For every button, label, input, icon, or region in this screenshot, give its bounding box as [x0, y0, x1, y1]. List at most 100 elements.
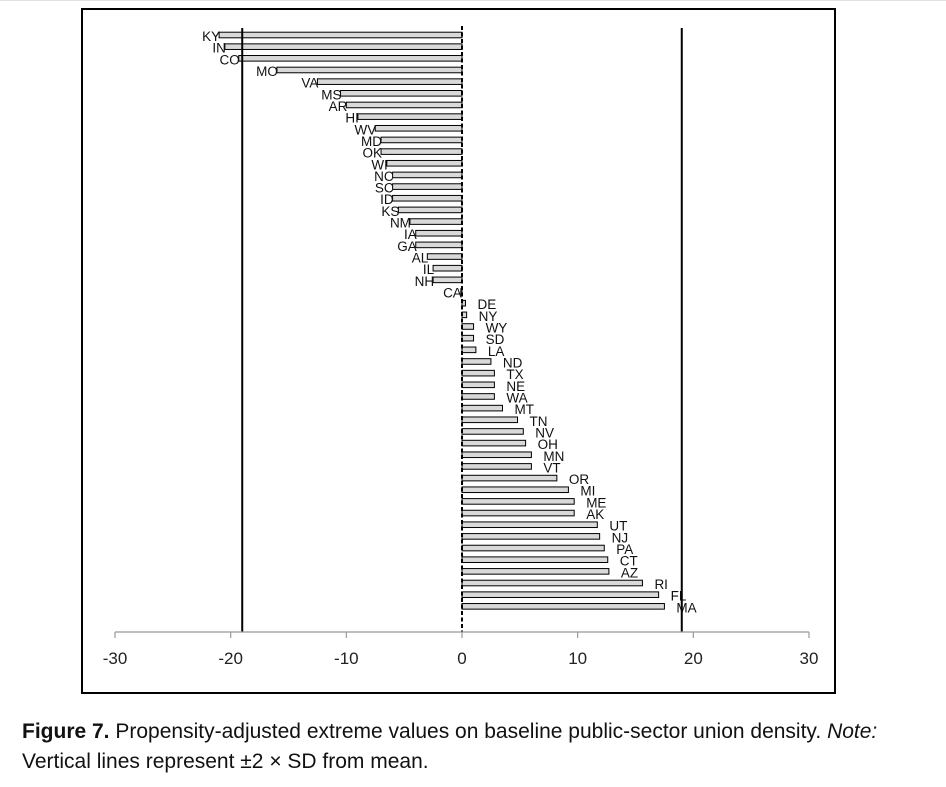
bar-label-co: CO	[220, 52, 240, 67]
bar-label-il: IL	[423, 262, 435, 277]
bar-label-de: DE	[477, 297, 496, 312]
bar-label-ny: NY	[479, 309, 498, 324]
bar-label-ia: IA	[404, 227, 417, 242]
bar-co	[238, 55, 463, 62]
bar-label-mo: MO	[256, 64, 278, 79]
bar-ri	[461, 579, 643, 587]
bar-wv	[374, 124, 463, 132]
bar-label-vt: VT	[543, 460, 560, 475]
bar-label-ri: RI	[654, 577, 668, 592]
bar-label-la: LA	[488, 344, 505, 359]
bar-label-ca: CA	[443, 286, 462, 301]
bar-mn	[461, 451, 532, 459]
bar-label-id: ID	[380, 192, 394, 207]
bar-mt	[461, 404, 503, 412]
bar-ut	[461, 521, 598, 529]
bar-label-mn: MN	[543, 449, 564, 464]
bar-ga	[415, 241, 463, 249]
x-tick-label-minus30: -30	[103, 649, 128, 668]
bar-label-tx: TX	[506, 367, 523, 382]
bar-ia	[415, 229, 463, 237]
bar-ks	[397, 206, 463, 214]
x-tick-label-20: 20	[684, 649, 703, 668]
bar-ct	[461, 556, 609, 564]
bar-label-nh: NH	[415, 274, 435, 289]
bar-label-va: VA	[301, 76, 318, 91]
bar-md	[380, 136, 463, 144]
bar-tx	[461, 369, 495, 377]
bar-hi	[357, 113, 463, 120]
bar-label-ma: MA	[676, 600, 696, 615]
bar-label-wa: WA	[506, 390, 527, 405]
bar-tn	[461, 416, 519, 424]
bar-nc	[392, 171, 463, 179]
bar-wa	[461, 393, 495, 400]
caption-note-label: Note:	[827, 720, 878, 743]
bar-mo	[276, 66, 463, 74]
bar-label-ky: KY	[202, 29, 220, 44]
bar-me	[461, 498, 575, 505]
caption-text: Propensity-adjusted extreme values on ba…	[115, 720, 822, 743]
bar-label-wy: WY	[486, 321, 508, 336]
bar-pa	[461, 544, 605, 552]
bar-label-ok: OK	[363, 146, 383, 161]
bar-ne	[461, 381, 495, 389]
bar-label-al: AL	[412, 251, 429, 266]
chart-frame: KY IN CO MO VA MS AR HI WV MD OK WI NC SC ID KS NM IA GA AL…	[81, 8, 836, 694]
bar-wy	[461, 323, 475, 330]
x-tick-label-minus20: -20	[218, 649, 243, 668]
bar-mi	[461, 486, 569, 494]
bar-wi	[386, 159, 463, 167]
bar-ky	[218, 31, 463, 39]
bar-ok	[380, 148, 463, 155]
x-tick-label-minus10: -10	[334, 649, 359, 668]
bar-nm	[409, 218, 463, 225]
bar-al	[426, 253, 463, 260]
bar-nd	[461, 358, 492, 365]
bar-label-sc: SC	[375, 181, 394, 196]
bar-label-or: OR	[569, 472, 590, 487]
bar-fl	[461, 591, 660, 598]
bar-in	[224, 43, 463, 50]
bar-label-in: IN	[212, 41, 226, 56]
figure-caption: Figure 7. Propensity-adjusted extreme va…	[22, 717, 932, 777]
bar-label-ut: UT	[609, 519, 627, 534]
bar-ak	[461, 509, 575, 517]
bar-label-ga: GA	[397, 239, 417, 254]
bar-label-ks: KS	[381, 204, 399, 219]
bar-nv	[461, 428, 524, 435]
bar-label-mi: MI	[580, 484, 595, 499]
bar-label-ar: AR	[329, 99, 348, 114]
bar-label-nd: ND	[503, 355, 523, 370]
bar-nh	[432, 276, 463, 284]
x-tick-label-0: 0	[457, 649, 466, 668]
bar-label-ak: AK	[586, 507, 604, 522]
bar-ar	[345, 101, 463, 109]
bar-label-pa: PA	[616, 542, 633, 557]
bar-label-md: MD	[361, 134, 382, 149]
bar-label-oh: OH	[538, 437, 558, 452]
bar-label-mt: MT	[514, 402, 534, 417]
bar-la	[461, 346, 477, 354]
x-tick-label-10: 10	[568, 649, 587, 668]
bar-va	[316, 78, 463, 85]
bar-label-sd: SD	[486, 332, 505, 347]
bar-label-az: AZ	[621, 565, 638, 580]
bar-label-hi: HI	[345, 111, 359, 126]
bar-az	[461, 568, 610, 575]
bar-de	[461, 299, 466, 307]
bar-label-nv: NV	[535, 425, 554, 440]
bar-label-nm: NM	[390, 216, 411, 231]
caption-label: Figure 7.	[22, 720, 110, 743]
bar-label-fl: FL	[671, 589, 687, 604]
bar-label-me: ME	[586, 495, 606, 510]
caption-note-text: Vertical lines represent ±2 × SD from me…	[22, 750, 429, 773]
bar-label-ne: NE	[506, 379, 525, 394]
bar-label-wi: WI	[371, 157, 388, 172]
bar-nj	[461, 533, 601, 540]
bar-vt	[461, 463, 532, 470]
bar-sd	[461, 334, 475, 342]
bar-label-nj: NJ	[612, 530, 629, 545]
page-top-rule	[0, 0, 946, 1]
